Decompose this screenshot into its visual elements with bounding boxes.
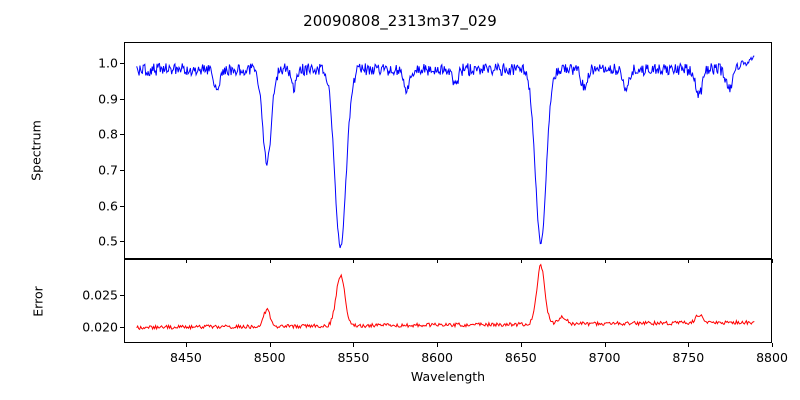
error-axes — [124, 259, 772, 343]
y-tick-mark — [120, 98, 124, 100]
y-tick-label: 0.7 — [98, 162, 118, 178]
x-tick-mark — [520, 343, 522, 347]
x-tick-mark — [437, 259, 439, 263]
spectrum-line-plot — [125, 43, 771, 258]
y-tick-label: 1.0 — [98, 55, 118, 71]
x-axis-label: Wavelength — [410, 369, 486, 384]
x-tick-label: 8600 — [421, 350, 454, 365]
y-tick-mark — [120, 134, 124, 136]
x-tick-mark — [772, 343, 773, 347]
x-tick-label: 8650 — [504, 350, 537, 365]
error-line-plot — [125, 260, 771, 342]
y-tick-label: 0.025 — [82, 287, 118, 303]
y-tick-label: 0.5 — [98, 233, 118, 249]
x-tick-mark — [688, 259, 690, 263]
y-tick-label: 0.8 — [98, 126, 118, 142]
x-tick-label: 8450 — [170, 350, 202, 365]
y-tick-mark — [120, 241, 124, 243]
y-axis-label-spectrum: Spectrum — [28, 120, 44, 181]
x-tick-label: 8550 — [337, 350, 370, 365]
x-tick-label: 8750 — [672, 350, 705, 365]
spectrum-series — [137, 56, 755, 248]
error-series — [137, 265, 755, 330]
x-tick-label: 8700 — [588, 350, 621, 365]
x-tick-mark — [269, 343, 271, 347]
y-tick-mark — [120, 205, 124, 207]
x-tick-mark — [688, 343, 690, 347]
x-tick-mark — [772, 259, 773, 263]
y-axis-label-error: Error — [30, 286, 46, 317]
y-tick-label: 0.9 — [98, 91, 118, 107]
x-tick-mark — [353, 259, 355, 263]
y-tick-mark — [120, 326, 124, 328]
x-tick-mark — [604, 259, 606, 263]
x-tick-mark — [604, 343, 606, 347]
x-tick-mark — [269, 259, 271, 263]
y-tick-mark — [120, 63, 124, 65]
x-tick-mark — [353, 343, 355, 347]
y-tick-label: 0.6 — [98, 198, 118, 214]
x-tick-mark — [520, 259, 522, 263]
y-tick-label: 0.020 — [82, 319, 118, 335]
x-tick-mark — [185, 259, 187, 263]
y-tick-mark — [120, 170, 124, 172]
x-tick-label: 8500 — [253, 350, 286, 365]
x-tick-label: 8800 — [756, 350, 788, 365]
x-tick-mark — [185, 343, 187, 347]
page-title: 20090808_2313m37_029 — [303, 12, 497, 30]
y-tick-mark — [120, 294, 124, 296]
spectrum-axes — [124, 42, 772, 259]
x-tick-mark — [437, 343, 439, 347]
